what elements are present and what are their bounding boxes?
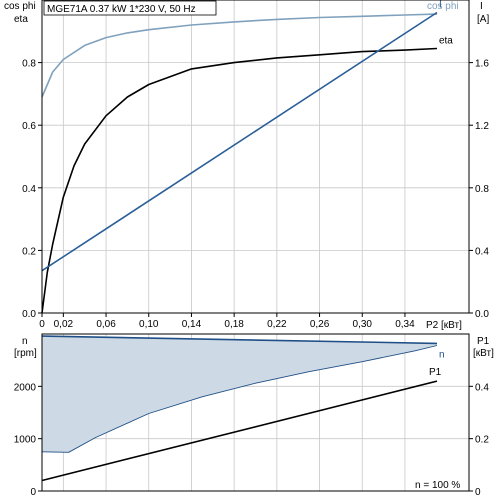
series-line-n-min <box>41 345 438 453</box>
chart-title: MGE71A 0.37 kW 1*230 V, 50 Hz <box>47 4 196 15</box>
y-right-tick-label: 0.0 <box>475 309 489 320</box>
bottom-left-axis-label-2: [rpm] <box>14 348 37 359</box>
x-tick-label: 0 <box>39 319 45 330</box>
y-left-tick-label: 0 <box>30 487 36 498</box>
bottom-panel-ticks: 0 1000 2000 0 0.2 0.4 <box>14 382 490 498</box>
series-label-eta: eta <box>439 36 453 47</box>
series-label-n: n <box>439 350 445 361</box>
top-panel-ticks: 0 0,02 0,06 0,10 0,14 0,18 0,22 0,26 0,30 0,34 0.0… <box>22 59 489 330</box>
top-left-axis-label-1: cos phi <box>4 1 36 12</box>
speed-range-area <box>42 336 437 453</box>
x-tick-label: 0,26 <box>310 319 330 330</box>
title-box <box>43 0 217 16</box>
series-label-p1: P1 <box>429 367 442 378</box>
y-left-tick-label: 0.8 <box>22 59 36 70</box>
x-tick-label: 0,30 <box>353 319 373 330</box>
series-line-n-max <box>41 335 438 345</box>
y-right-tick-label: 1.2 <box>475 121 489 132</box>
bottom-right-axis-label-1: P1 <box>477 336 490 347</box>
x-tick-label: 0,18 <box>224 319 244 330</box>
series-line-eta <box>41 47 438 314</box>
y-right-tick-label: 0.2 <box>475 435 489 446</box>
bottom-left-axis-label-1: n <box>22 336 28 347</box>
y-left-tick-label: 0.4 <box>22 184 36 195</box>
series-line-p1 <box>41 380 438 482</box>
y-right-tick-label: 0.8 <box>475 184 489 195</box>
y-left-tick-label: 2000 <box>14 382 37 393</box>
y-right-tick-label: 0.4 <box>475 382 489 393</box>
x-tick-label: 0,10 <box>139 319 159 330</box>
y-left-tick-label: 1000 <box>14 435 37 446</box>
top-panel-grid <box>41 0 469 314</box>
x-tick-label: 0,22 <box>267 319 287 330</box>
top-panel-series: cos phi eta I <box>41 0 459 314</box>
series-label-i: I <box>439 0 442 11</box>
x-axis-label: P2 [кВт] <box>426 320 462 331</box>
x-tick-label: 0,34 <box>395 319 415 330</box>
top-panel-frame <box>41 0 470 314</box>
y-left-tick-label: 0.0 <box>22 309 36 320</box>
series-line-i <box>41 11 438 272</box>
x-tick-label: 0,14 <box>182 319 202 330</box>
bottom-panel-frame <box>41 333 470 492</box>
top-right-axis-label-1: I <box>480 1 483 12</box>
y-left-tick-label: 0.6 <box>22 121 36 132</box>
y-right-tick-label: 1.6 <box>475 59 489 70</box>
y-right-tick-label: 0 <box>475 487 481 498</box>
y-right-tick-label: 0.4 <box>475 246 489 257</box>
series-line-cos-phi <box>41 13 438 98</box>
speed-annotation: n = 100 % <box>415 480 460 491</box>
x-tick-label: 0,02 <box>54 319 74 330</box>
bottom-panel-series: n P1 <box>41 335 445 482</box>
bottom-right-axis-label-2: [кВт] <box>473 348 494 359</box>
top-right-axis-label-2: [A] <box>477 14 489 25</box>
y-left-tick-label: 0.2 <box>22 246 36 257</box>
top-left-axis-label-2: eta <box>14 14 28 25</box>
series-label-cos-phi: cos phi <box>427 1 459 12</box>
x-tick-label: 0,06 <box>96 319 116 330</box>
